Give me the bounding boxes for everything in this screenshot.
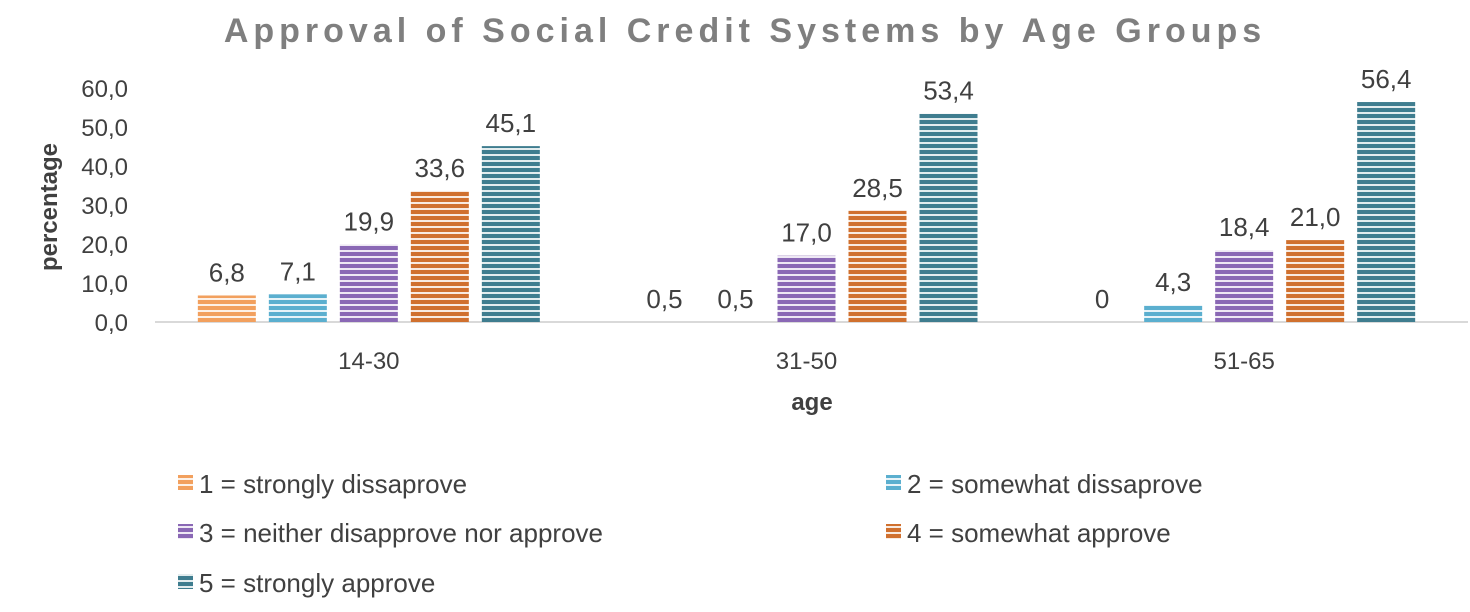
bar [481,146,540,322]
x-axis-title: age [791,389,832,416]
data-label: 19,9 [344,206,395,236]
legend-swatch [178,475,193,490]
legend-label: 1 = strongly dissaprove [199,469,467,499]
y-tick-label: 20,0 [81,232,128,259]
bar [1286,240,1345,322]
legend-item: 4 = somewhat approve [886,518,1171,548]
legend-label: 2 = somewhat dissaprove [907,469,1203,499]
bar [1144,305,1203,322]
bar [919,113,978,323]
data-label: 0,5 [646,284,682,314]
data-label: 56,4 [1361,64,1412,94]
legend-item: 2 = somewhat dissaprove [886,469,1203,499]
legend-swatch [886,475,901,490]
data-label: 0,5 [717,284,753,314]
data-label: 45,1 [486,108,537,138]
data-label: 17,0 [781,218,832,248]
legend-label: 5 = strongly approve [199,568,435,598]
bars [197,102,1416,323]
data-labels: 6,8 7,1 19,9 33,6 45,1 0,5 0,5 17,0 28,5 53,4 0 4,3… [209,64,1412,314]
data-label: 0 [1095,284,1109,314]
data-label: 33,6 [415,153,466,183]
data-label: 28,5 [852,173,903,203]
legend-label: 3 = neither disapprove nor approve [199,518,603,548]
legend-swatch [178,524,193,539]
bar [777,255,836,322]
x-axis-ticks: 14-30 31-50 51-65 [338,348,1275,375]
legend-item: 3 = neither disapprove nor approve [178,518,603,548]
bar [1215,250,1274,322]
data-label: 53,4 [923,76,974,106]
legend-swatch [886,524,901,539]
legend-item: 5 = strongly approve [178,568,435,598]
y-tick-label: 40,0 [81,154,128,181]
legend-item: 1 = strongly dissaprove [178,469,467,499]
data-label: 7,1 [280,256,316,286]
y-tick-label: 30,0 [81,193,128,220]
bar [339,244,398,322]
chart-title: Approval of Social Credit Systems by Age… [224,12,1266,50]
data-label: 21,0 [1290,202,1341,232]
bar [197,295,256,322]
x-tick-label: 31-50 [776,348,837,375]
bar [848,210,907,322]
y-tick-label: 10,0 [81,271,128,298]
bar [1357,102,1416,322]
y-tick-label: 60,0 [81,76,128,103]
legend-label: 4 = somewhat approve [907,518,1171,548]
y-tick-label: 0,0 [95,310,128,337]
y-axis-ticks: 0,0 10,0 20,0 30,0 40,0 50,0 60,0 [81,76,128,337]
data-label: 18,4 [1219,212,1270,242]
legend-swatch [178,574,193,589]
bar [410,190,469,322]
x-tick-label: 51-65 [1213,348,1274,375]
data-label: 6,8 [209,257,245,287]
data-label: 4,3 [1155,267,1191,297]
bar [268,294,327,322]
y-axis-title: percentage [36,143,63,271]
legend: 1 = strongly dissaprove 2 = somewhat diss… [178,469,1203,598]
y-tick-label: 50,0 [81,115,128,142]
x-tick-label: 14-30 [338,348,399,375]
